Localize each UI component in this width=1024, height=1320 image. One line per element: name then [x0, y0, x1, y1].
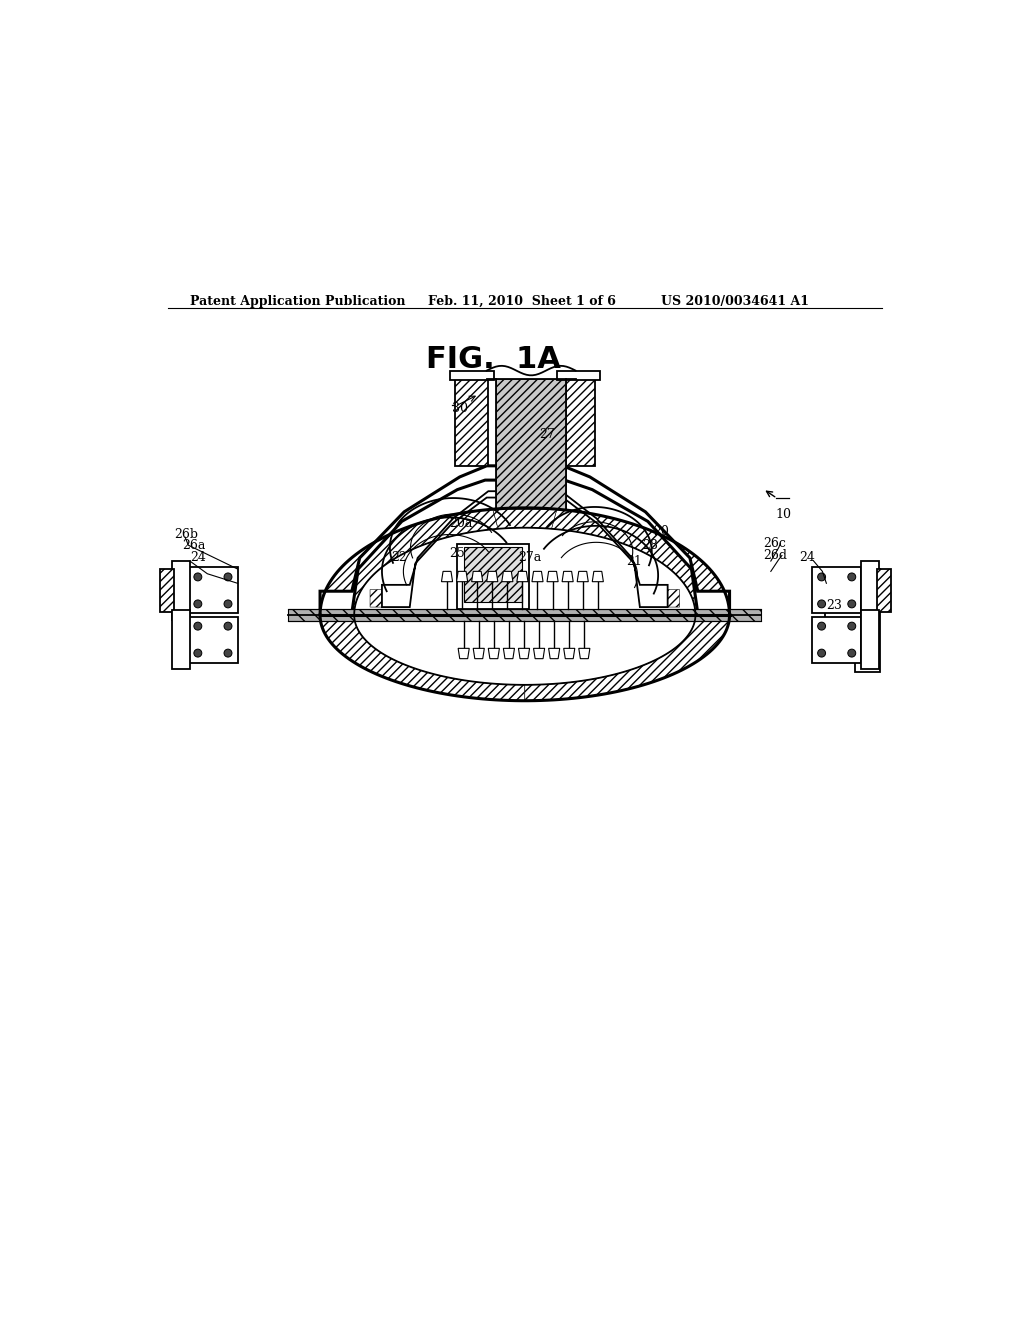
Bar — [861, 561, 879, 620]
Polygon shape — [497, 379, 566, 510]
Ellipse shape — [817, 573, 825, 581]
Text: 26d: 26d — [763, 549, 786, 562]
Polygon shape — [441, 572, 453, 582]
Text: US 2010/0034641 A1: US 2010/0034641 A1 — [662, 296, 809, 308]
Ellipse shape — [224, 622, 232, 630]
Polygon shape — [321, 510, 498, 615]
Bar — [861, 610, 879, 669]
Text: 21: 21 — [627, 554, 642, 568]
Polygon shape — [458, 648, 469, 659]
Ellipse shape — [817, 599, 825, 609]
Bar — [172, 561, 189, 620]
Bar — [160, 569, 174, 612]
Text: 26b: 26b — [174, 528, 198, 541]
Bar — [451, 371, 494, 380]
Text: 24: 24 — [189, 552, 206, 565]
Polygon shape — [488, 648, 500, 659]
Ellipse shape — [224, 649, 232, 657]
Polygon shape — [321, 615, 524, 701]
Text: 30: 30 — [452, 403, 468, 416]
Text: 27: 27 — [539, 428, 555, 441]
Polygon shape — [549, 648, 560, 659]
Text: 27a: 27a — [518, 552, 542, 565]
Polygon shape — [552, 510, 729, 615]
Bar — [812, 568, 861, 614]
Polygon shape — [457, 572, 468, 582]
Text: 25: 25 — [450, 546, 465, 560]
Text: 26c: 26c — [763, 537, 785, 550]
Polygon shape — [321, 466, 729, 614]
Ellipse shape — [194, 599, 202, 609]
Ellipse shape — [817, 622, 825, 630]
Polygon shape — [534, 648, 545, 659]
Ellipse shape — [848, 622, 856, 630]
Bar — [188, 616, 238, 663]
Text: 22: 22 — [391, 552, 408, 565]
Text: 10: 10 — [775, 508, 792, 521]
Bar — [557, 371, 600, 380]
Polygon shape — [563, 648, 574, 659]
Polygon shape — [578, 572, 588, 582]
Text: Patent Application Publication: Patent Application Publication — [189, 296, 406, 308]
Text: 20: 20 — [653, 525, 670, 539]
Text: FIG.  1A: FIG. 1A — [426, 346, 560, 374]
Bar — [458, 544, 528, 609]
Bar — [455, 379, 488, 466]
Text: 24: 24 — [800, 552, 815, 565]
Ellipse shape — [817, 649, 825, 657]
Bar — [878, 569, 892, 612]
Polygon shape — [518, 648, 529, 659]
Text: 23: 23 — [826, 599, 843, 612]
Bar — [464, 546, 522, 602]
Text: 20a: 20a — [450, 517, 473, 531]
Polygon shape — [524, 615, 729, 701]
Bar — [188, 568, 238, 614]
Ellipse shape — [848, 599, 856, 609]
Ellipse shape — [194, 649, 202, 657]
Polygon shape — [493, 508, 557, 529]
Polygon shape — [472, 572, 482, 582]
Polygon shape — [382, 491, 668, 607]
Polygon shape — [562, 572, 573, 582]
Bar — [812, 616, 861, 663]
Bar — [289, 609, 761, 622]
Ellipse shape — [224, 599, 232, 609]
Polygon shape — [473, 648, 484, 659]
Polygon shape — [824, 569, 881, 672]
Text: 26a: 26a — [182, 539, 206, 552]
Polygon shape — [502, 572, 513, 582]
Bar — [561, 379, 595, 466]
Text: 28: 28 — [642, 539, 658, 552]
Ellipse shape — [224, 573, 232, 581]
Polygon shape — [547, 572, 558, 582]
Polygon shape — [517, 572, 528, 582]
Polygon shape — [370, 491, 680, 607]
Ellipse shape — [848, 649, 856, 657]
Polygon shape — [592, 572, 603, 582]
Text: Feb. 11, 2010  Sheet 1 of 6: Feb. 11, 2010 Sheet 1 of 6 — [428, 296, 615, 308]
Ellipse shape — [194, 573, 202, 581]
Polygon shape — [531, 572, 543, 582]
Ellipse shape — [848, 573, 856, 581]
Bar — [172, 610, 189, 669]
Polygon shape — [504, 648, 514, 659]
Polygon shape — [486, 572, 498, 582]
Ellipse shape — [194, 622, 202, 630]
Polygon shape — [579, 648, 590, 659]
